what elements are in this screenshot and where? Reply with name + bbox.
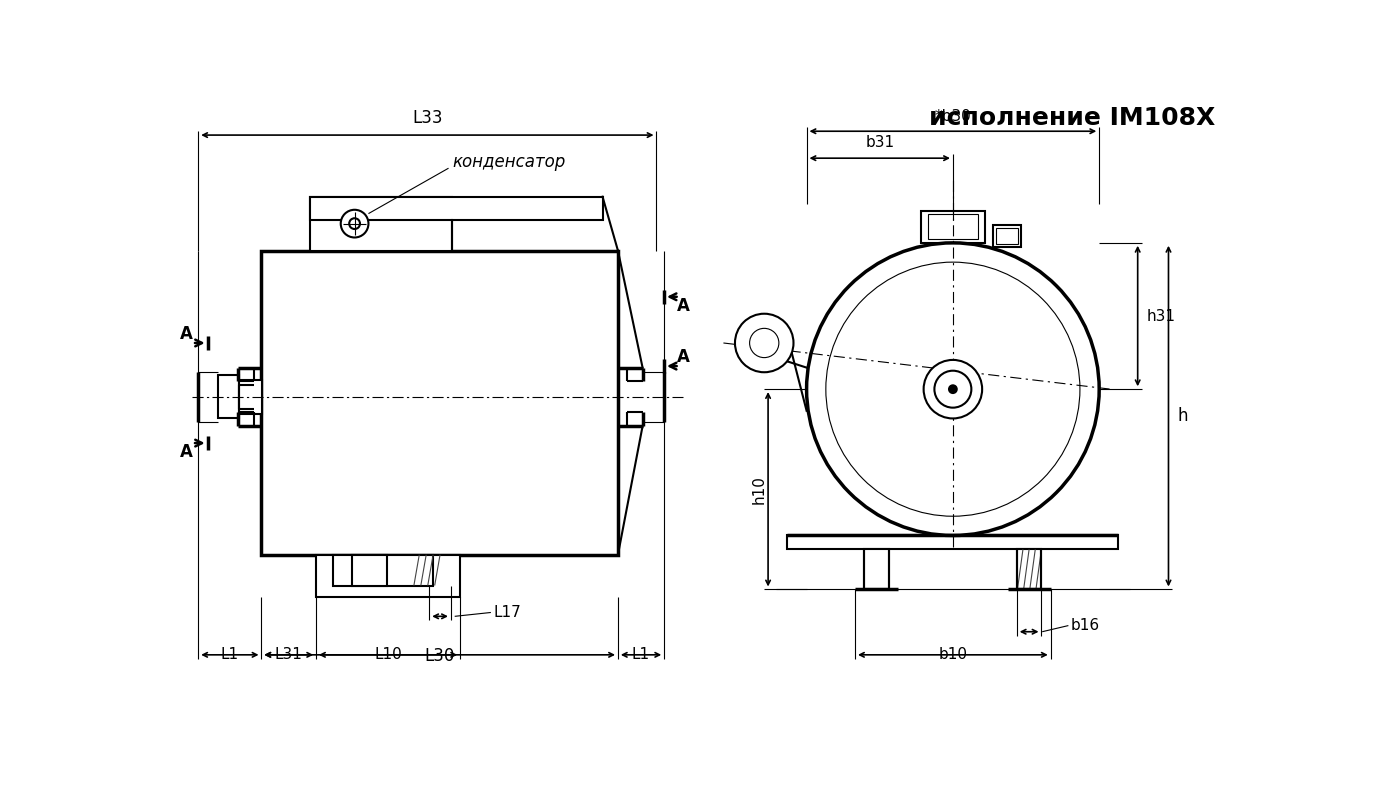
Bar (316, 554, 460, 597)
Bar (864, 550, 889, 589)
Bar (921, 211, 985, 243)
Text: L33: L33 (412, 109, 442, 127)
Bar (787, 535, 1118, 550)
Text: A: A (677, 297, 690, 315)
Text: L1: L1 (632, 647, 650, 662)
Bar (311, 196, 603, 219)
Bar (929, 215, 977, 239)
Text: L10: L10 (374, 647, 403, 662)
Text: *b30: *b30 (934, 109, 971, 124)
Circle shape (807, 243, 1099, 535)
Bar (352, 554, 387, 585)
Bar (239, 380, 262, 413)
Text: L17: L17 (493, 605, 521, 620)
Bar (1017, 550, 1041, 589)
Text: L30: L30 (425, 647, 455, 665)
Text: A: A (677, 348, 690, 366)
Text: исполнение IM108X: исполнение IM108X (929, 106, 1216, 130)
Text: h10: h10 (752, 475, 767, 504)
Text: конденсатор: конденсатор (452, 153, 566, 171)
Circle shape (949, 386, 956, 393)
Bar (217, 375, 239, 418)
Text: b16: b16 (1070, 618, 1099, 633)
Text: A: A (180, 325, 194, 343)
Bar (261, 250, 618, 554)
Text: A: A (180, 444, 194, 461)
Circle shape (341, 210, 368, 238)
Text: b10: b10 (938, 647, 967, 662)
Text: b31: b31 (866, 135, 894, 150)
Text: h: h (1178, 407, 1189, 425)
Text: h31: h31 (1147, 309, 1176, 323)
Circle shape (923, 360, 982, 418)
Bar (993, 225, 1021, 247)
Text: L31: L31 (275, 647, 302, 662)
Bar (996, 228, 1018, 244)
Circle shape (735, 314, 794, 372)
Bar (311, 196, 452, 250)
Bar (333, 554, 433, 585)
Circle shape (349, 219, 360, 229)
Circle shape (934, 371, 971, 408)
Text: L1: L1 (221, 647, 239, 662)
